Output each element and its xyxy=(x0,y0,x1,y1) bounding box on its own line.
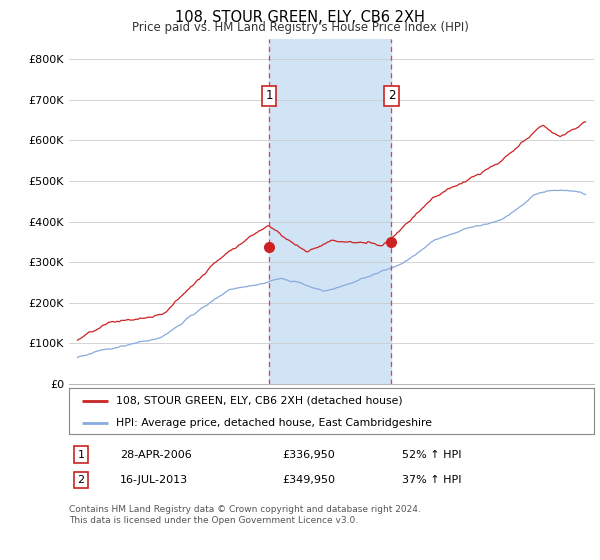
Text: 2: 2 xyxy=(77,475,85,485)
Text: 2: 2 xyxy=(388,90,395,102)
Text: 28-APR-2006: 28-APR-2006 xyxy=(120,450,192,460)
Text: £336,950: £336,950 xyxy=(282,450,335,460)
Bar xyxy=(269,39,391,384)
Text: 108, STOUR GREEN, ELY, CB6 2XH (detached house): 108, STOUR GREEN, ELY, CB6 2XH (detached… xyxy=(116,396,403,406)
Text: 108, STOUR GREEN, ELY, CB6 2XH: 108, STOUR GREEN, ELY, CB6 2XH xyxy=(175,10,425,25)
Text: 1: 1 xyxy=(77,450,85,460)
Text: 52% ↑ HPI: 52% ↑ HPI xyxy=(402,450,461,460)
Text: 16-JUL-2013: 16-JUL-2013 xyxy=(120,475,188,485)
Text: £349,950: £349,950 xyxy=(282,475,335,485)
Text: 1: 1 xyxy=(265,90,273,102)
Text: HPI: Average price, detached house, East Cambridgeshire: HPI: Average price, detached house, East… xyxy=(116,418,432,427)
Text: Contains HM Land Registry data © Crown copyright and database right 2024.
This d: Contains HM Land Registry data © Crown c… xyxy=(69,505,421,525)
Text: 37% ↑ HPI: 37% ↑ HPI xyxy=(402,475,461,485)
Text: Price paid vs. HM Land Registry's House Price Index (HPI): Price paid vs. HM Land Registry's House … xyxy=(131,21,469,34)
